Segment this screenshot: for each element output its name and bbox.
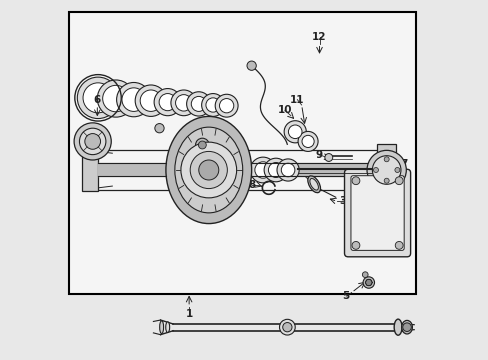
Circle shape [366, 150, 406, 190]
Circle shape [191, 96, 206, 111]
Circle shape [201, 94, 224, 116]
Circle shape [281, 163, 294, 177]
FancyBboxPatch shape [350, 176, 404, 250]
Circle shape [102, 85, 129, 112]
Polygon shape [376, 144, 395, 195]
Circle shape [302, 135, 313, 148]
Circle shape [219, 99, 233, 113]
Circle shape [83, 83, 113, 113]
Circle shape [288, 125, 302, 139]
Ellipse shape [165, 116, 251, 224]
Polygon shape [82, 148, 98, 192]
Ellipse shape [393, 319, 401, 335]
Circle shape [171, 90, 196, 116]
Circle shape [246, 61, 256, 70]
Circle shape [362, 272, 367, 278]
Circle shape [215, 94, 238, 117]
Text: 9: 9 [315, 150, 323, 160]
Circle shape [351, 177, 359, 185]
Circle shape [284, 121, 305, 143]
Circle shape [154, 89, 181, 116]
Circle shape [282, 323, 291, 332]
Ellipse shape [307, 176, 320, 193]
Circle shape [276, 159, 299, 181]
Circle shape [186, 92, 210, 116]
Circle shape [279, 319, 295, 335]
Circle shape [181, 142, 236, 198]
FancyBboxPatch shape [344, 169, 410, 257]
Circle shape [135, 85, 166, 116]
Text: 12: 12 [312, 32, 326, 42]
Text: 3: 3 [338, 197, 346, 206]
Ellipse shape [401, 320, 411, 334]
Ellipse shape [160, 321, 163, 334]
Circle shape [195, 138, 209, 152]
Text: 6: 6 [94, 95, 101, 105]
Text: 7: 7 [399, 159, 407, 169]
Circle shape [365, 279, 371, 286]
Circle shape [198, 141, 206, 149]
Circle shape [97, 80, 134, 117]
Ellipse shape [175, 127, 242, 213]
Circle shape [373, 167, 378, 172]
Text: 1: 1 [185, 309, 192, 319]
Circle shape [268, 162, 283, 177]
Text: 2: 2 [374, 216, 381, 226]
Text: 8: 8 [247, 180, 255, 190]
Circle shape [384, 178, 388, 183]
Circle shape [394, 167, 399, 172]
Circle shape [175, 95, 192, 111]
Circle shape [198, 160, 218, 180]
Circle shape [205, 98, 220, 112]
Circle shape [298, 131, 317, 152]
Text: 5: 5 [342, 291, 349, 301]
Circle shape [351, 242, 359, 249]
Circle shape [140, 90, 162, 111]
Circle shape [155, 123, 164, 133]
Circle shape [77, 77, 119, 118]
Text: 4: 4 [174, 141, 182, 151]
Circle shape [74, 123, 111, 160]
Circle shape [116, 82, 151, 117]
Circle shape [254, 162, 271, 178]
Circle shape [324, 154, 332, 161]
Circle shape [80, 128, 106, 155]
Circle shape [394, 177, 402, 185]
Circle shape [264, 158, 287, 182]
Ellipse shape [165, 322, 169, 333]
Ellipse shape [309, 179, 318, 190]
Circle shape [250, 157, 275, 183]
FancyBboxPatch shape [69, 12, 415, 294]
Circle shape [122, 88, 145, 111]
Circle shape [159, 94, 176, 111]
Text: 11: 11 [289, 95, 304, 105]
Circle shape [190, 152, 227, 189]
Circle shape [402, 323, 410, 332]
Text: 10: 10 [277, 105, 291, 115]
Circle shape [363, 277, 374, 288]
Circle shape [372, 156, 400, 184]
Circle shape [84, 134, 101, 149]
Circle shape [384, 157, 388, 162]
Circle shape [394, 242, 402, 249]
